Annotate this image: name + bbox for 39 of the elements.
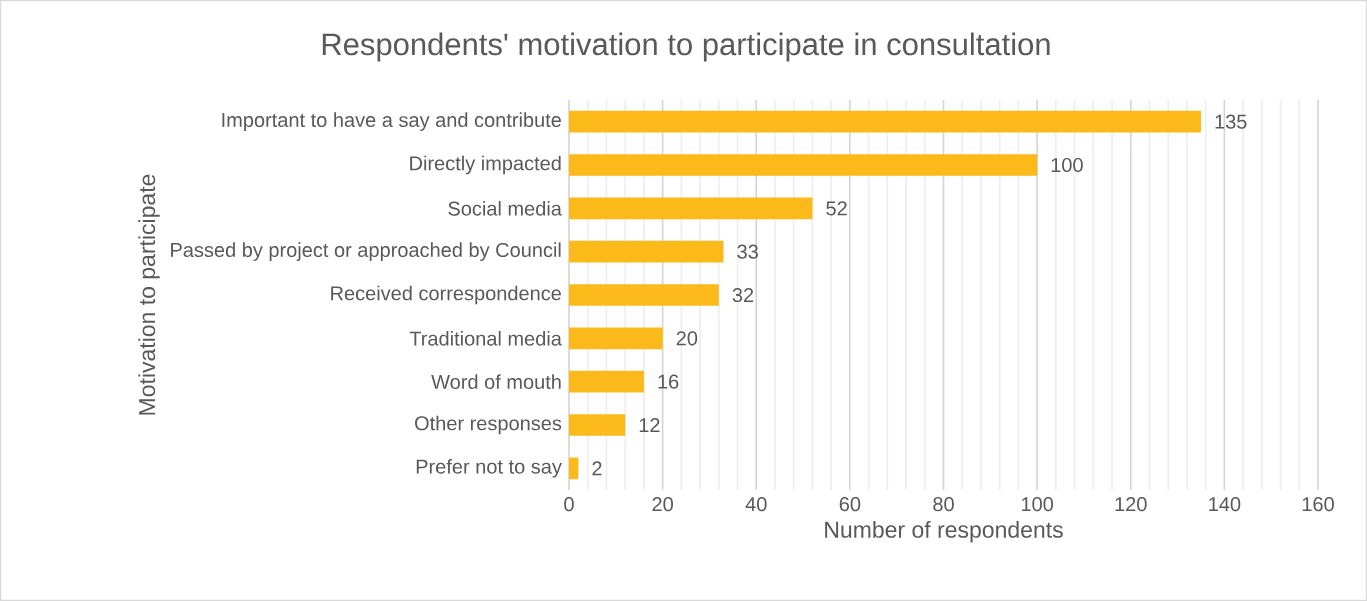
bar — [569, 110, 1201, 133]
x-tick-label: 40 — [745, 497, 767, 512]
y-axis-title: Motivation to participate — [138, 174, 160, 415]
data-label: 20 — [676, 331, 698, 346]
data-label: 33 — [737, 244, 758, 259]
x-tick-label: 80 — [933, 497, 954, 512]
x-axis-title: Number of respondents — [825, 520, 1063, 543]
bar — [569, 197, 813, 220]
bar — [569, 327, 663, 350]
y-tick-label: Word of mouth — [431, 374, 561, 390]
y-tick-label: Received correspondence — [331, 285, 561, 305]
chart-title: Respondents' motivation to participate in consultation — [322, 32, 1050, 62]
bar — [569, 457, 579, 480]
data-label: 135 — [1215, 114, 1247, 129]
y-tick-label: Important to have a say and contribute — [222, 112, 561, 131]
bar — [569, 154, 1038, 176]
bar — [569, 370, 644, 393]
y-tick-label: Directly impacted — [410, 155, 561, 175]
x-tick-label: 100 — [1021, 497, 1054, 512]
x-tick-label: 60 — [839, 497, 861, 512]
data-label: 52 — [826, 201, 847, 216]
data-label: 16 — [658, 374, 679, 389]
x-tick-label: 160 — [1302, 497, 1334, 512]
y-tick-label: Other responses — [415, 415, 562, 435]
y-tick-label: Social media — [448, 201, 562, 216]
x-tick-label: 140 — [1209, 497, 1241, 512]
x-tick-label: 120 — [1115, 497, 1147, 512]
y-tick-label: Passed by project or approached by Council — [171, 242, 561, 261]
x-tick-label: 0 — [564, 497, 574, 512]
data-label: 32 — [732, 287, 754, 303]
bar — [569, 240, 724, 263]
x-tick-label: 20 — [652, 497, 673, 512]
bar — [569, 284, 719, 306]
data-label: 2 — [592, 461, 602, 476]
data-label: 100 — [1051, 157, 1083, 173]
data-label: 12 — [639, 418, 660, 432]
y-tick-label: Prefer not to say — [416, 459, 562, 478]
bar — [569, 414, 626, 436]
y-tick-label: Traditional media — [409, 331, 562, 346]
